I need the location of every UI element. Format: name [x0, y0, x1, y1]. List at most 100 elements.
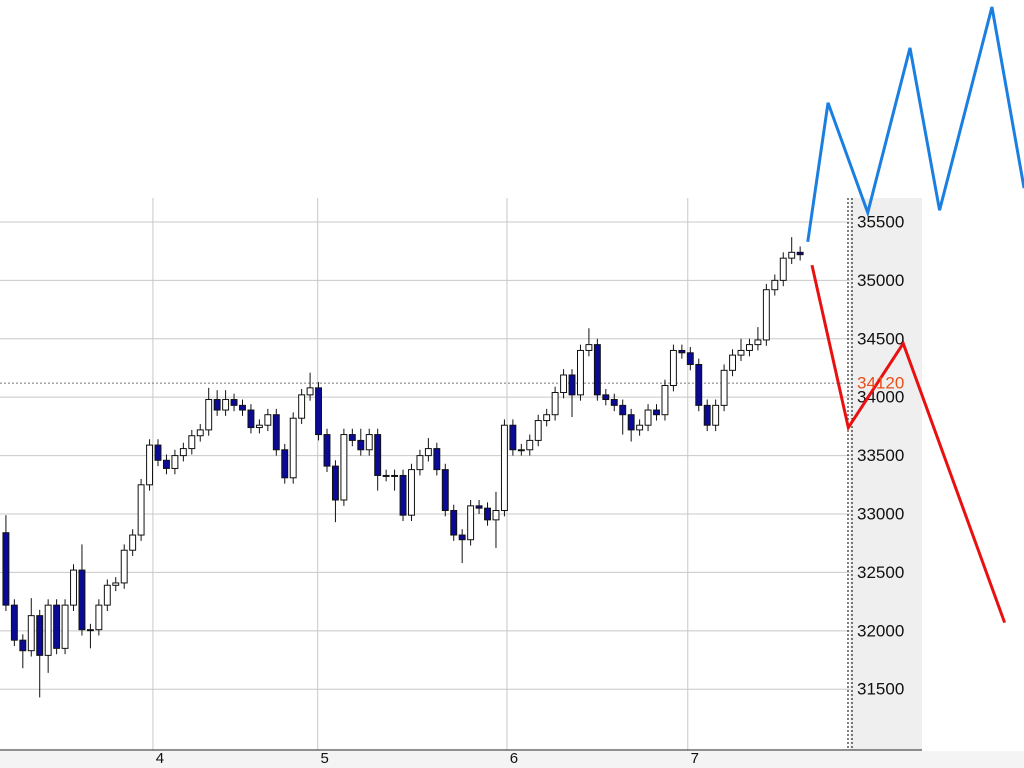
- projection-line: [806, 6, 1024, 243]
- candle-body: [492, 510, 500, 521]
- candle-body: [593, 344, 601, 396]
- y-tick-label: 34000: [857, 388, 904, 407]
- candle-body: [348, 434, 356, 441]
- candle-body: [661, 385, 669, 416]
- candle-body: [762, 289, 770, 341]
- candle-body: [61, 604, 69, 649]
- candle-body: [517, 449, 525, 452]
- candle-body: [146, 444, 154, 486]
- candle-body: [703, 404, 711, 426]
- candle-body: [154, 444, 162, 461]
- candle-body: [720, 369, 728, 406]
- candle-body: [475, 505, 483, 509]
- y-tick-label: 35500: [857, 212, 904, 231]
- candle-body: [602, 394, 610, 401]
- y-tick-label: 33000: [857, 504, 904, 523]
- candle-body: [188, 435, 196, 450]
- candle-body: [196, 429, 204, 437]
- candle-body: [526, 439, 534, 451]
- price-axis-band: [850, 198, 922, 750]
- candle-body: [137, 484, 145, 536]
- candle-body: [36, 615, 44, 656]
- candle-body: [788, 251, 796, 259]
- candle-body: [433, 448, 441, 471]
- candle-body: [103, 584, 111, 606]
- candle-body: [255, 424, 263, 429]
- candle-body: [399, 474, 407, 516]
- y-tick-label: 31500: [857, 680, 904, 699]
- candle-body: [120, 549, 128, 584]
- candle-body: [298, 394, 306, 419]
- candle-body: [458, 534, 466, 541]
- x-tick-label: 6: [510, 750, 518, 767]
- candle-body: [636, 424, 644, 431]
- candle-body: [669, 349, 677, 387]
- candle-body: [86, 629, 94, 632]
- candle-body: [10, 604, 18, 641]
- candle-body: [374, 434, 382, 476]
- candle-body: [619, 404, 627, 416]
- candle-body: [213, 399, 221, 411]
- candle-body: [543, 414, 551, 422]
- candle-body: [129, 534, 137, 551]
- candle-body: [247, 409, 255, 429]
- candle-body: [500, 424, 508, 512]
- candle-body: [627, 414, 635, 431]
- candle-body: [162, 459, 170, 469]
- y-tick-label: 33500: [857, 446, 904, 465]
- x-tick-label: 5: [321, 750, 329, 767]
- candle-body: [678, 349, 686, 354]
- candle-body: [281, 449, 289, 479]
- candle-body: [306, 387, 314, 396]
- candle-body: [796, 251, 804, 256]
- candle-body: [70, 569, 77, 606]
- candle-body: [357, 439, 365, 451]
- candle-body: [467, 505, 475, 541]
- candle-body: [551, 392, 559, 416]
- y-tick-label: 34500: [857, 329, 904, 348]
- candle-body: [53, 604, 61, 649]
- candle-body: [653, 409, 660, 416]
- candle-body: [686, 352, 694, 365]
- candle-body: [509, 424, 517, 451]
- y-tick-label: 32000: [857, 621, 904, 640]
- last-price-label: 34120: [857, 374, 904, 393]
- candle-body: [577, 349, 584, 396]
- candle-body: [408, 469, 415, 516]
- candle-body: [19, 639, 27, 652]
- candle-body: [179, 448, 187, 457]
- candle-body: [331, 465, 339, 501]
- candle-body: [315, 387, 322, 436]
- candle-body: [441, 469, 449, 512]
- candle-body: [264, 414, 272, 426]
- candle-body: [340, 434, 348, 501]
- candle-body: [644, 409, 652, 426]
- x-axis-band: [0, 751, 1024, 768]
- candle-body: [484, 507, 491, 521]
- candle-body: [272, 414, 280, 451]
- x-tick-label: 4: [156, 750, 164, 767]
- candle-body: [737, 349, 745, 356]
- candle-body: [754, 339, 762, 346]
- candle-body: [745, 344, 753, 351]
- candle-body: [27, 615, 35, 652]
- candle-body: [2, 532, 10, 606]
- candle-body: [695, 363, 703, 406]
- candle-body: [44, 604, 52, 656]
- y-tick-label: 35000: [857, 271, 904, 290]
- candle-body: [450, 510, 458, 536]
- candle-body: [222, 399, 230, 411]
- candle-body: [779, 257, 787, 281]
- candle-body: [729, 354, 737, 371]
- candle-body: [78, 569, 86, 631]
- candle-body: [95, 604, 103, 631]
- candle-body: [534, 420, 542, 441]
- candle-body: [585, 344, 593, 351]
- candle-body: [112, 582, 120, 586]
- candle-body: [230, 399, 238, 406]
- x-tick-label: 7: [691, 750, 699, 767]
- candle-body: [171, 455, 179, 469]
- projection-line: [810, 264, 1007, 624]
- candle-body: [239, 404, 246, 411]
- candle-body: [205, 399, 213, 431]
